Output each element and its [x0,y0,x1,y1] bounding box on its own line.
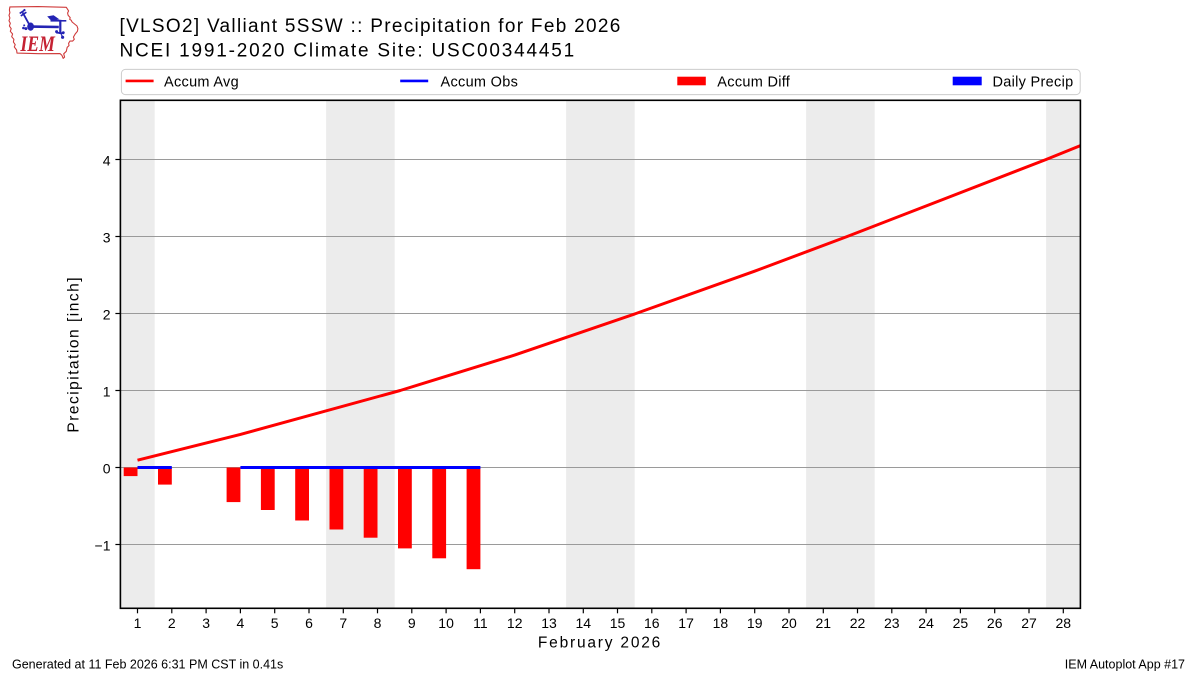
svg-text:Accum Avg: Accum Avg [164,74,239,90]
svg-text:5: 5 [271,615,279,631]
svg-text:1: 1 [103,384,111,400]
svg-text:15: 15 [610,615,626,631]
svg-text:0: 0 [103,461,111,477]
svg-text:Daily Precip: Daily Precip [993,74,1074,90]
svg-text:Precipitation [inch]: Precipitation [inch] [66,276,83,433]
svg-text:9: 9 [408,615,416,631]
svg-text:1: 1 [134,615,142,631]
svg-text:February 2026: February 2026 [538,634,662,651]
svg-text:Accum Obs: Accum Obs [441,74,519,90]
svg-text:10: 10 [438,615,454,631]
svg-text:7: 7 [339,615,347,631]
svg-text:17: 17 [678,615,694,631]
svg-text:19: 19 [747,615,763,631]
svg-text:26: 26 [987,615,1003,631]
svg-text:IEM: IEM [20,31,56,56]
svg-text:23: 23 [884,615,900,631]
svg-text:13: 13 [541,615,557,631]
svg-text:2: 2 [168,615,176,631]
svg-text:[VLSO2] Valliant 5SSW :: Preci: [VLSO2] Valliant 5SSW :: Precipitation f… [120,16,622,37]
svg-text:−1: −1 [95,538,111,554]
svg-text:4: 4 [103,153,111,169]
svg-text:21: 21 [816,615,832,631]
svg-text:IEM Autoplot App #17: IEM Autoplot App #17 [1065,658,1185,672]
svg-text:3: 3 [202,615,210,631]
svg-text:12: 12 [507,615,523,631]
svg-text:11: 11 [473,615,488,631]
svg-text:24: 24 [918,615,934,631]
svg-text:16: 16 [644,615,660,631]
svg-text:18: 18 [713,615,729,631]
svg-text:2: 2 [103,307,111,323]
svg-text:20: 20 [781,615,797,631]
svg-text:NCEI 1991-2020 Climate Site: U: NCEI 1991-2020 Climate Site: USC00344451 [120,41,576,62]
svg-text:8: 8 [374,615,382,631]
svg-text:25: 25 [953,615,969,631]
svg-text:3: 3 [103,230,111,246]
svg-text:Generated at 11 Feb 2026 6:31: Generated at 11 Feb 2026 6:31 PM CST in … [12,658,283,672]
svg-text:22: 22 [850,615,866,631]
svg-text:4: 4 [237,615,245,631]
svg-text:Accum Diff: Accum Diff [717,74,791,90]
svg-text:14: 14 [576,615,592,631]
svg-text:6: 6 [305,615,313,631]
svg-text:28: 28 [1056,615,1072,631]
svg-text:27: 27 [1021,615,1037,631]
